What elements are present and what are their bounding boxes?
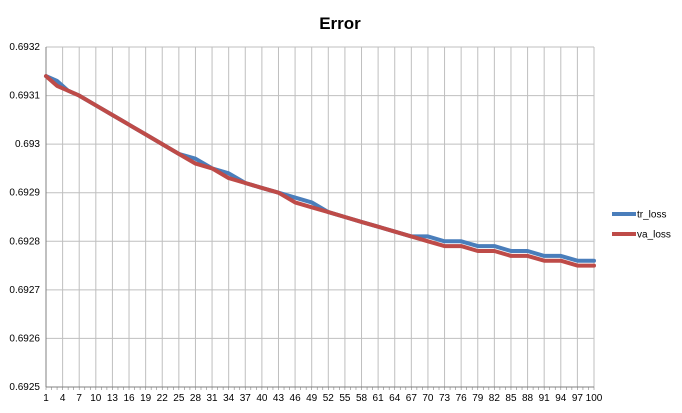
x-tick-label: 28 bbox=[190, 393, 202, 404]
x-tick-label: 79 bbox=[472, 393, 484, 404]
chart-title: Error bbox=[319, 14, 361, 33]
x-tick-label: 34 bbox=[223, 393, 235, 404]
legend-label-va-loss: va_loss bbox=[637, 230, 671, 241]
x-tick-label: 1 bbox=[43, 393, 49, 404]
y-tick-label: 0.6926 bbox=[9, 333, 40, 344]
x-tick-label: 73 bbox=[439, 393, 451, 404]
x-tick-label: 16 bbox=[123, 393, 135, 404]
y-tick-label: 0.693 bbox=[15, 139, 40, 150]
x-tick-label: 22 bbox=[157, 393, 169, 404]
y-axis-tick-labels: 0.6925 0.6926 0.6927 0.6928 0.6929 0.693 0.693… bbox=[9, 42, 40, 393]
legend: tr_loss va_loss bbox=[612, 210, 671, 241]
x-tick-label: 58 bbox=[356, 393, 368, 404]
y-tick-label: 0.6929 bbox=[9, 188, 40, 199]
x-tick-label: 25 bbox=[173, 393, 185, 404]
x-tick-label: 91 bbox=[539, 393, 551, 404]
x-tick-label: 40 bbox=[256, 393, 268, 404]
x-tick-label: 10 bbox=[90, 393, 102, 404]
y-tick-label: 0.6925 bbox=[9, 382, 40, 393]
x-tick-label: 49 bbox=[306, 393, 318, 404]
x-tick-label: 64 bbox=[389, 393, 401, 404]
x-tick-label: 43 bbox=[273, 393, 285, 404]
x-tick-label: 7 bbox=[76, 393, 82, 404]
x-tick-label: 88 bbox=[522, 393, 534, 404]
series-lines bbox=[44, 74, 596, 268]
series-line-va-loss bbox=[44, 74, 596, 268]
x-tick-label: 76 bbox=[456, 393, 468, 404]
legend-label-tr-loss: tr_loss bbox=[637, 210, 666, 221]
y-tick-label: 0.6931 bbox=[9, 91, 40, 102]
x-axis-tick-labels: 1 4 7 10 13 16 19 22 25 28 31 34 37 40 43 46 49 52 55 58 61 6… bbox=[43, 393, 603, 404]
x-tick-label: 67 bbox=[406, 393, 418, 404]
x-tick-label: 61 bbox=[373, 393, 385, 404]
x-tick-label: 52 bbox=[323, 393, 335, 404]
x-tick-label: 100 bbox=[586, 393, 603, 404]
x-tick-label: 70 bbox=[422, 393, 434, 404]
x-tick-label: 55 bbox=[339, 393, 351, 404]
axes bbox=[45, 47, 595, 390]
x-tick-label: 4 bbox=[60, 393, 66, 404]
x-tick-label: 37 bbox=[240, 393, 252, 404]
x-tick-label: 85 bbox=[505, 393, 517, 404]
y-tick-label: 0.6927 bbox=[9, 285, 40, 296]
x-tick-label: 82 bbox=[489, 393, 501, 404]
y-tick-label: 0.6928 bbox=[9, 236, 40, 247]
x-tick-label: 19 bbox=[140, 393, 152, 404]
x-tick-label: 97 bbox=[572, 393, 584, 404]
x-tick-label: 94 bbox=[555, 393, 567, 404]
x-tick-label: 46 bbox=[290, 393, 302, 404]
x-tick-label: 31 bbox=[206, 393, 218, 404]
y-tick-label: 0.6932 bbox=[9, 42, 40, 53]
x-tick-label: 13 bbox=[107, 393, 119, 404]
